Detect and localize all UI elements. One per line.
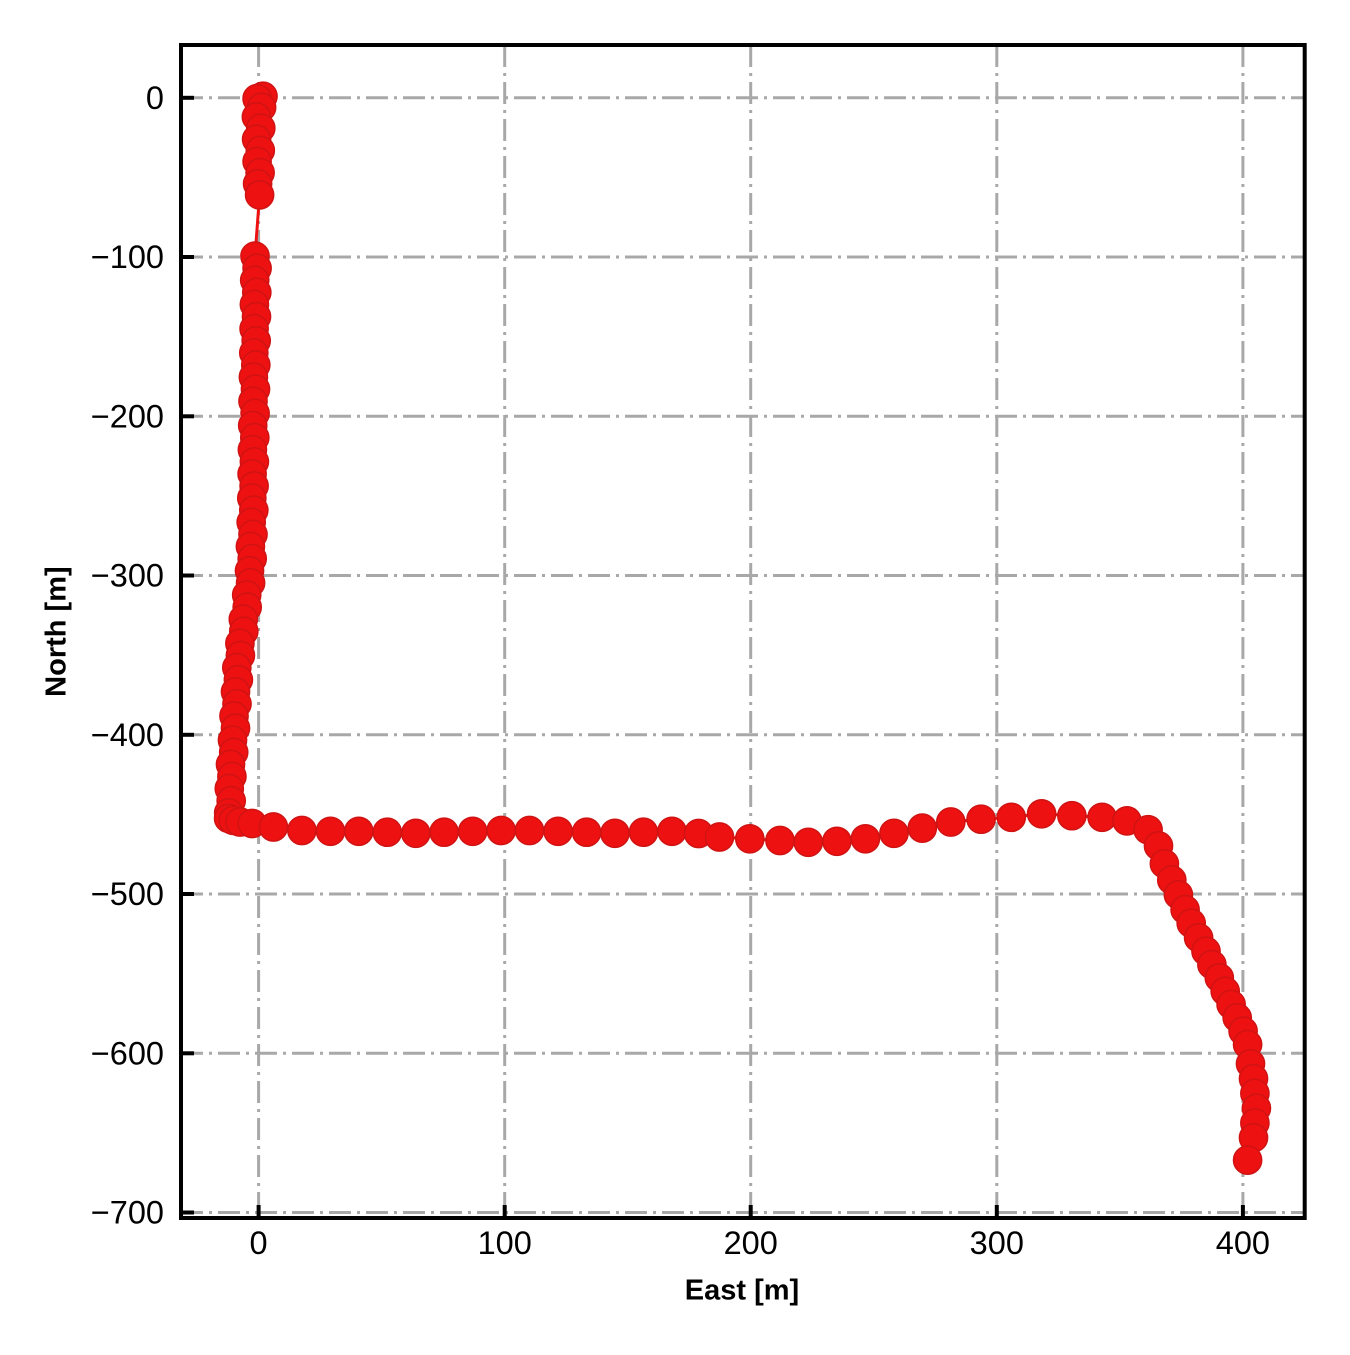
svg-text:0: 0 — [146, 80, 164, 116]
svg-text:300: 300 — [970, 1225, 1024, 1261]
svg-text:−700: −700 — [91, 1195, 164, 1231]
svg-text:400: 400 — [1216, 1225, 1270, 1261]
svg-text:−100: −100 — [91, 239, 164, 275]
svg-text:100: 100 — [478, 1225, 532, 1261]
svg-text:−300: −300 — [91, 558, 164, 594]
svg-text:200: 200 — [724, 1225, 778, 1261]
svg-text:−600: −600 — [91, 1036, 164, 1072]
svg-text:−200: −200 — [91, 399, 164, 435]
svg-text:0: 0 — [250, 1225, 268, 1261]
svg-text:−500: −500 — [91, 876, 164, 912]
svg-text:East [m]: East [m] — [685, 1275, 799, 1307]
svg-text:−400: −400 — [91, 717, 164, 753]
svg-text:North [m]: North [m] — [41, 566, 73, 696]
